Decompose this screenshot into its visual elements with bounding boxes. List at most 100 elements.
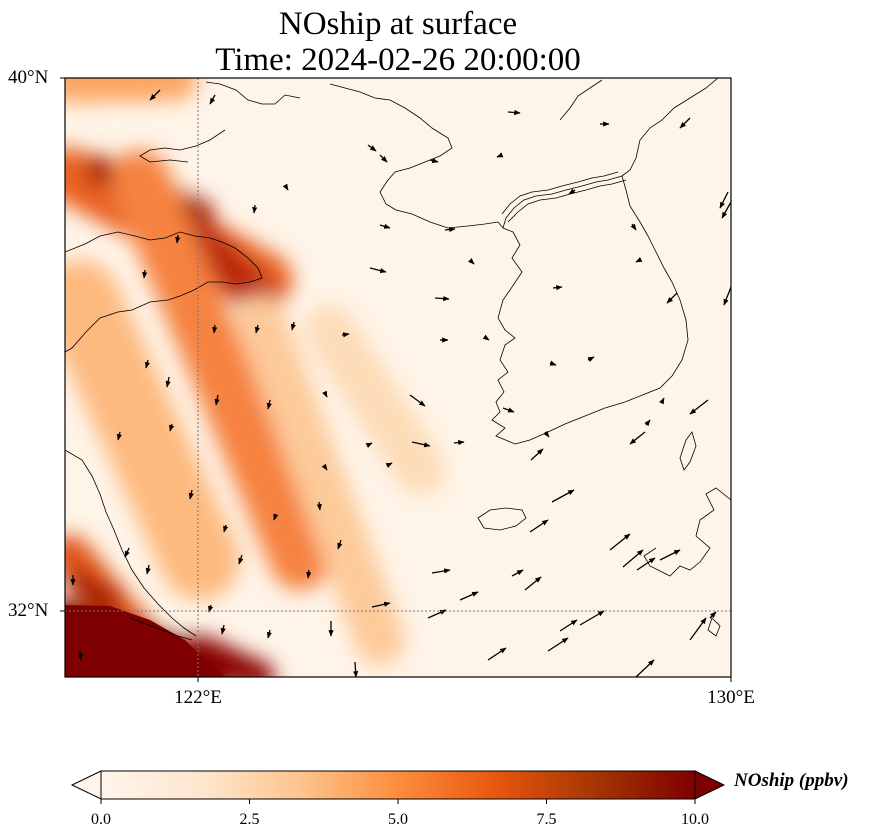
wind-arrow xyxy=(321,463,328,471)
lat-label-32: 32°N xyxy=(8,600,49,621)
wind-arrow xyxy=(212,324,218,334)
wind-arrow xyxy=(579,610,605,626)
wind-arrow xyxy=(543,430,550,438)
wind-arrow xyxy=(367,144,377,152)
wind-arrow xyxy=(220,624,226,635)
colorbar xyxy=(70,770,726,804)
wind-arrow xyxy=(530,448,544,461)
wind-arrow xyxy=(721,201,731,219)
wind-arrow xyxy=(385,462,393,468)
colorbar-gradient xyxy=(101,771,695,799)
concentration-plume xyxy=(305,305,445,495)
wind-arrow xyxy=(223,524,229,533)
wind-arrow xyxy=(238,554,244,565)
wind-arrow xyxy=(689,617,707,641)
wind-arrow xyxy=(468,258,475,265)
wind-arrow xyxy=(630,223,637,231)
wind-arrow xyxy=(502,407,515,413)
wind-arrow xyxy=(142,269,148,279)
wind-arrow xyxy=(411,441,431,448)
wind-arrow xyxy=(723,286,731,306)
wind-arrow xyxy=(709,611,717,619)
wind-arrow xyxy=(379,154,388,163)
wind-arrow xyxy=(659,549,681,561)
coastlines xyxy=(65,78,731,641)
wind-arrow xyxy=(165,376,171,388)
wind-arrow xyxy=(124,547,130,558)
wind-arrow xyxy=(719,191,729,209)
wind-arrow xyxy=(266,629,272,639)
concentration-plume xyxy=(185,635,275,677)
wind-arrow xyxy=(322,390,328,398)
wind-arrow xyxy=(429,158,439,164)
wind-arrow xyxy=(365,442,373,448)
colorbar-extend-high xyxy=(694,770,726,800)
wind-arrow xyxy=(635,257,643,263)
wind-arrow xyxy=(409,394,426,407)
wind-arrow xyxy=(266,399,272,410)
map-title: NOship at surface xyxy=(278,6,518,42)
wind-arrow xyxy=(434,295,450,302)
wind-arrow xyxy=(369,267,387,274)
wind-arrow xyxy=(175,234,181,244)
wind-arrow xyxy=(659,397,665,405)
wind-arrow xyxy=(689,399,709,415)
wind-arrow xyxy=(679,117,691,129)
wind-arrow xyxy=(622,549,644,568)
wind-arrow xyxy=(431,568,451,574)
colorbar-tick-label-5: 5.0 xyxy=(388,811,408,828)
wind-arrow xyxy=(636,557,656,571)
wind-arrow xyxy=(552,285,563,291)
lon-label-130: 130°E xyxy=(707,687,755,708)
wind-arrow xyxy=(353,661,359,677)
concentration-plume xyxy=(180,220,280,320)
concentration-core xyxy=(65,605,225,677)
wind-arrow xyxy=(644,419,651,427)
wind-arrow xyxy=(459,591,479,601)
wind-arrow xyxy=(529,519,549,533)
wind-arrow xyxy=(169,423,175,432)
lat-label-40: 40°N xyxy=(8,67,49,88)
concentration-plume xyxy=(65,570,120,610)
wind-arrow xyxy=(568,188,576,195)
colorbar-label: NOship (ppbv) xyxy=(734,770,849,791)
wind-arrow xyxy=(316,501,322,511)
wind-arrow xyxy=(77,650,83,661)
lon-label-122: 122°E xyxy=(174,687,222,708)
colorbar-tick-label-0: 0.0 xyxy=(91,811,111,828)
wind-arrow xyxy=(524,576,542,591)
colorbar-extend-low xyxy=(70,770,102,800)
wind-arrow xyxy=(144,359,150,369)
wind-arrow xyxy=(306,569,312,579)
wind-arrow xyxy=(444,226,456,233)
wind-arrow xyxy=(273,513,279,521)
wind-arrow xyxy=(496,152,504,158)
wind-arrow xyxy=(290,321,296,331)
concentration-plume xyxy=(65,260,240,600)
wind-arrow xyxy=(145,564,151,575)
wind-arrow xyxy=(214,394,220,406)
wind-arrow xyxy=(337,539,343,550)
wind-arrow xyxy=(209,94,216,105)
wind-arrow xyxy=(549,360,557,366)
wind-arrow xyxy=(482,334,490,341)
wind-arrow xyxy=(629,431,646,445)
wind-arrow xyxy=(379,223,391,229)
map-frame xyxy=(64,77,732,678)
wind-arrow xyxy=(511,569,524,577)
wind-arrow xyxy=(188,489,194,500)
wind-arrow xyxy=(666,292,678,304)
wind-arrow xyxy=(559,619,578,632)
wind-arrow xyxy=(547,637,569,652)
wind-arrow xyxy=(282,183,289,191)
wind-arrow xyxy=(609,533,631,551)
wind-arrow xyxy=(371,601,391,608)
wind-arrow xyxy=(587,356,595,362)
colorbar-tick-label-2-5: 2.5 xyxy=(239,811,260,828)
wind-arrow xyxy=(252,204,258,214)
concentration-field xyxy=(65,78,445,677)
concentration-plume xyxy=(235,295,405,665)
wind-arrow xyxy=(635,659,655,677)
wind-arrow xyxy=(453,439,465,446)
